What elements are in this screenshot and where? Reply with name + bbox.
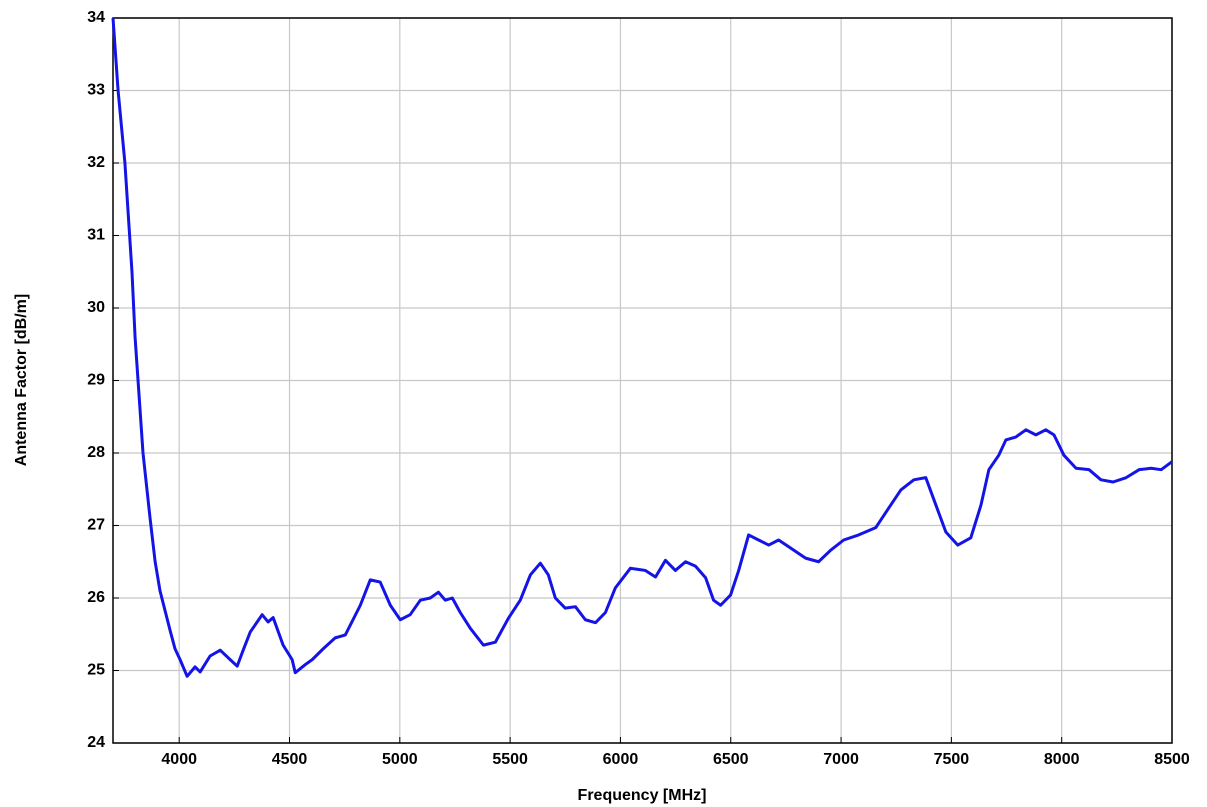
plot-frame <box>112 17 1173 744</box>
x-tick-label: 4500 <box>272 751 308 768</box>
y-tick-label: 24 <box>87 734 105 751</box>
y-axis-label: Antenna Factor [dB/m] <box>13 294 30 466</box>
y-tick-label: 27 <box>87 517 105 534</box>
y-tick-label: 28 <box>87 444 105 461</box>
x-tick-label: 6000 <box>603 751 639 768</box>
y-tick-label: 29 <box>87 372 105 389</box>
x-axis-label: Frequency [MHz] <box>578 787 707 804</box>
data-line <box>111 17 1173 678</box>
y-tick-label: 30 <box>87 299 105 316</box>
x-tick-label: 7500 <box>934 751 970 768</box>
x-tick-label: 8000 <box>1044 751 1080 768</box>
x-tick-label: 5000 <box>382 751 418 768</box>
y-tick-label: 26 <box>87 589 105 606</box>
x-tick-label: 5500 <box>492 751 528 768</box>
x-tick-label: 7000 <box>823 751 859 768</box>
y-tick-label: 31 <box>87 227 105 244</box>
y-tick-label: 25 <box>87 662 105 679</box>
y-tick-label: 33 <box>87 82 105 99</box>
y-tick-label: 34 <box>87 9 105 26</box>
y-tick-label: 32 <box>87 154 105 171</box>
x-tick-label: 6500 <box>713 751 749 768</box>
x-tick-label: 8500 <box>1154 751 1190 768</box>
x-tick-label: 4000 <box>161 751 197 768</box>
